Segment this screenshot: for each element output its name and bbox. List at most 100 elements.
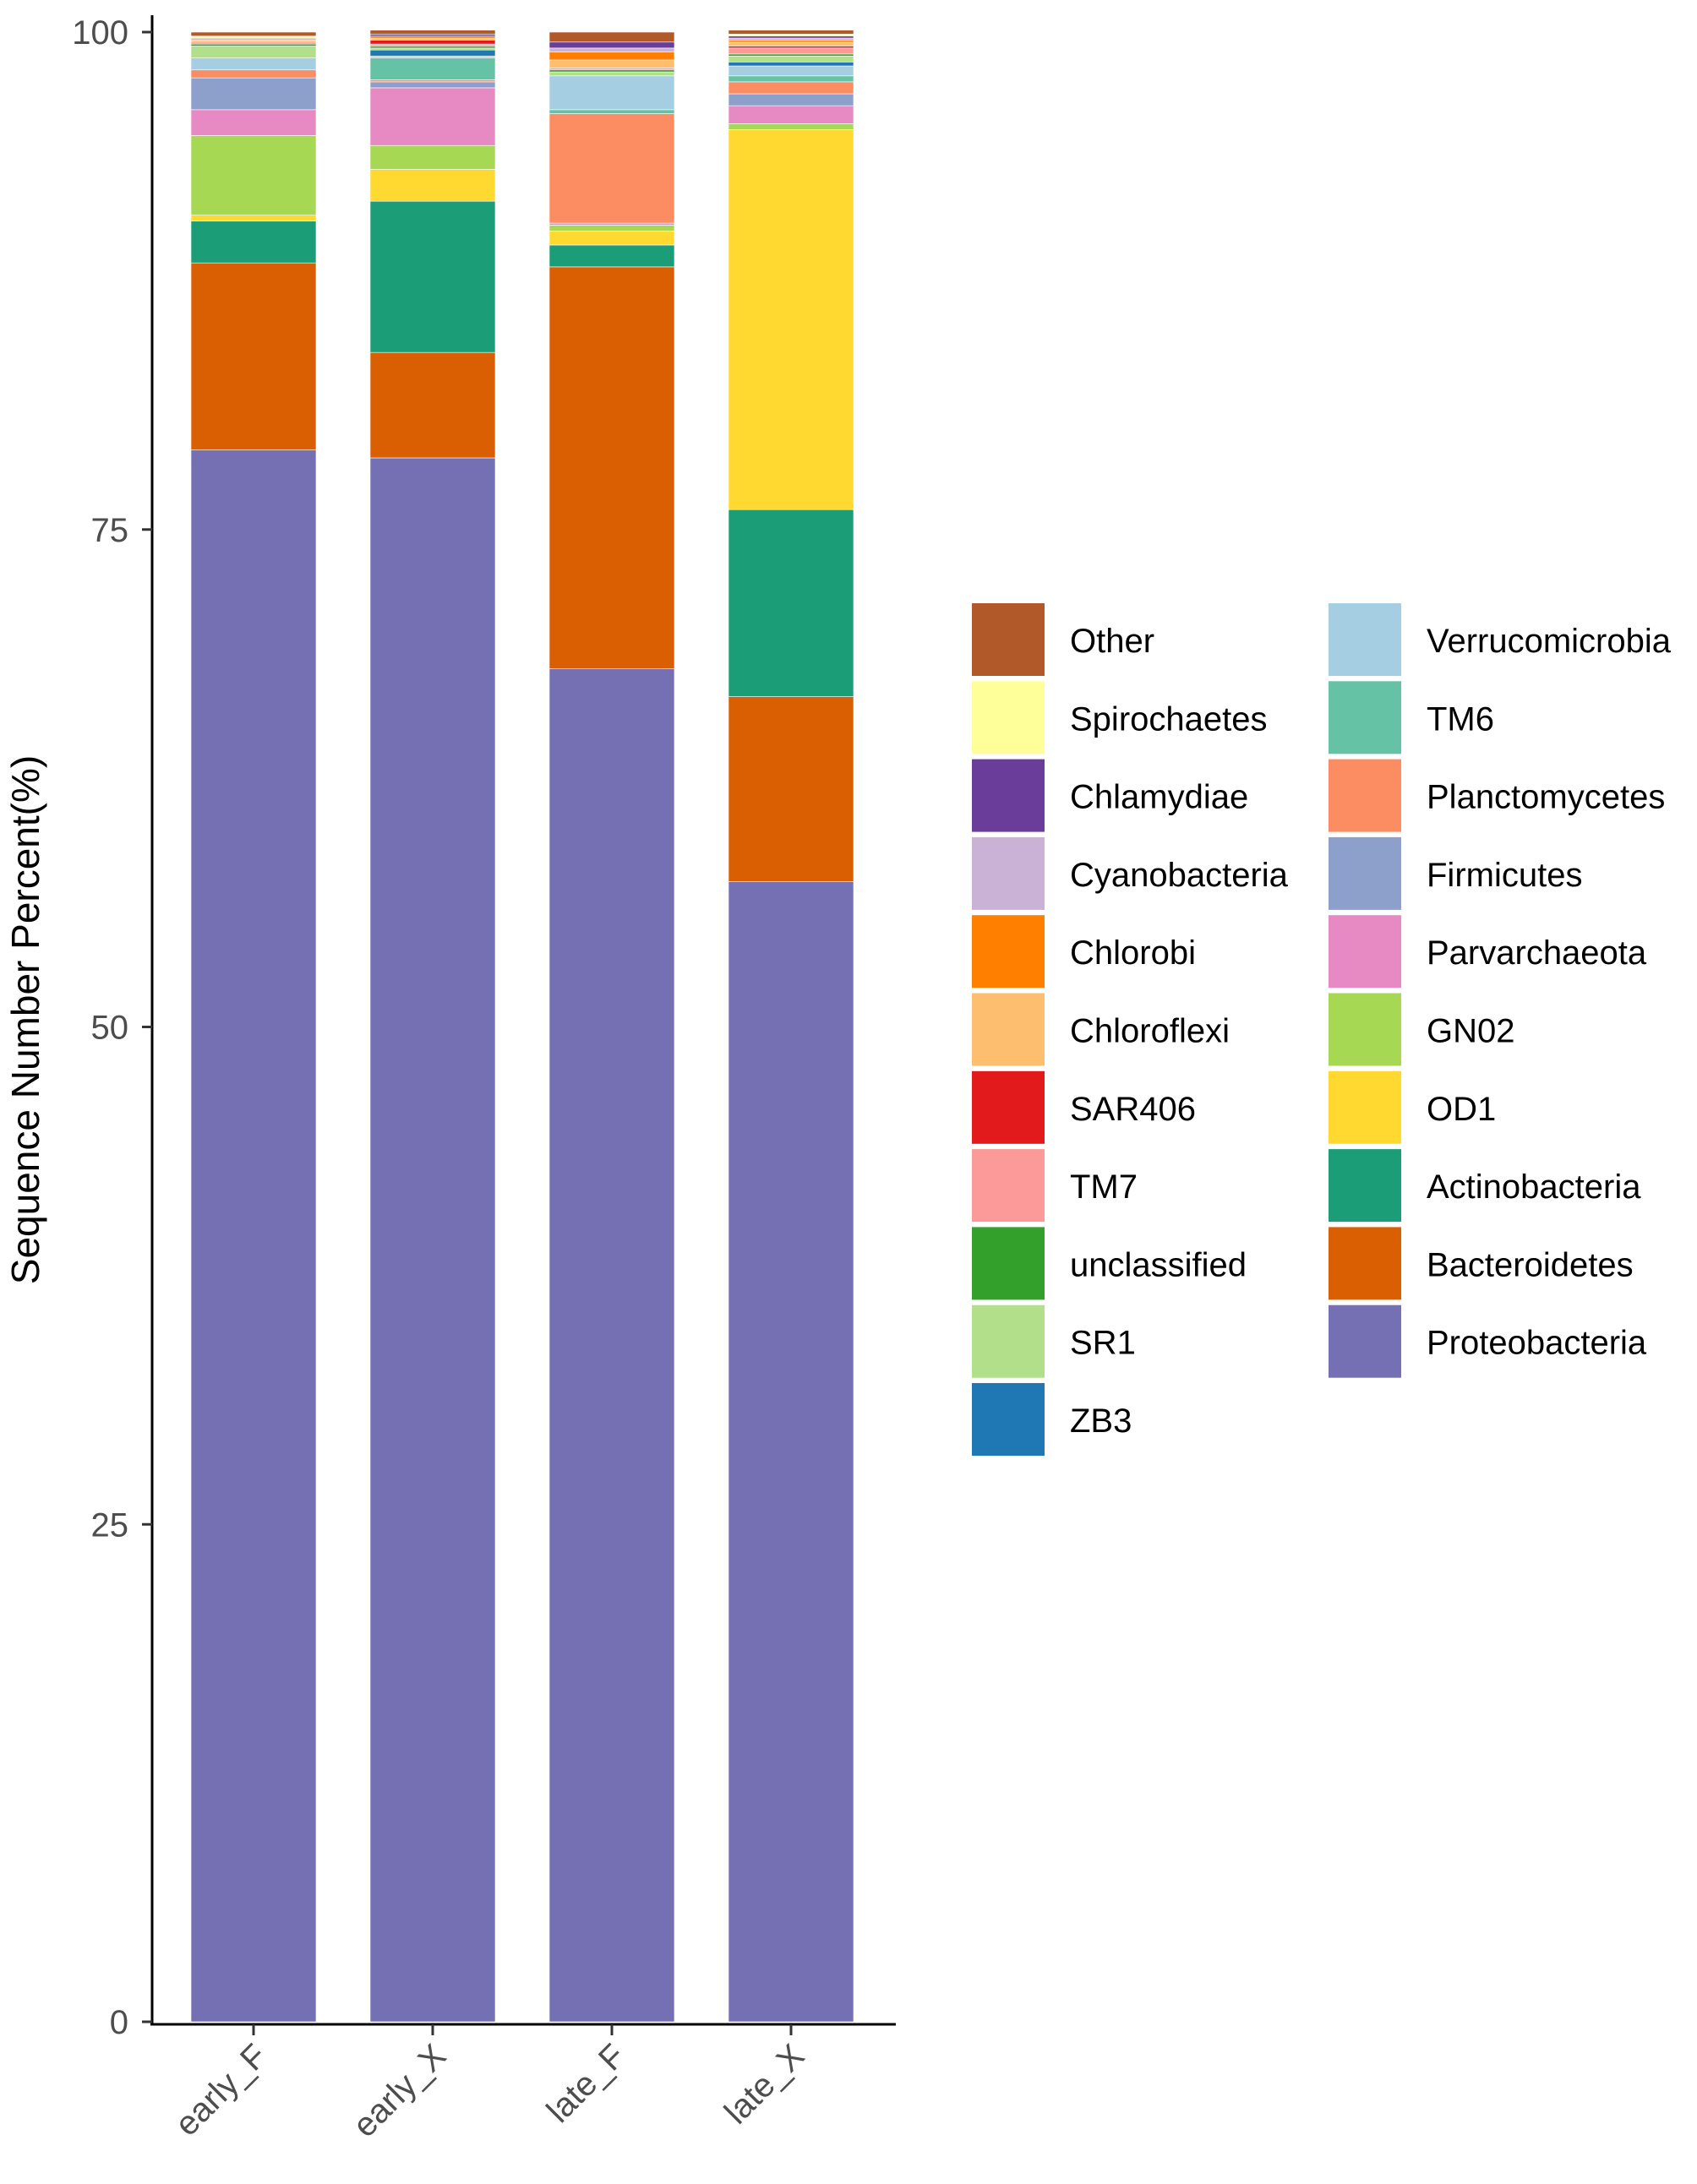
legend-key-planctomycetes	[1329, 759, 1401, 832]
bar-segment-early-f-actinobacteria	[190, 221, 317, 264]
legend-label-chlamydiae: Chlamydiae	[1070, 779, 1248, 816]
legend-label-spirochaetes: Spirochaetes	[1070, 700, 1267, 738]
bar-segment-late-x-unclassified	[728, 53, 854, 57]
bar-segment-late-x-cyanobacteria	[728, 37, 854, 41]
legend-label-unclassified: unclassified	[1070, 1246, 1247, 1283]
bars-layer	[190, 30, 854, 2023]
legend-label-chlorobi: Chlorobi	[1070, 934, 1196, 972]
bar-segment-late-x-tm6	[728, 75, 854, 83]
legend-key-parvarchaeota	[1329, 915, 1401, 989]
bar-segment-late-x-actinobacteria	[728, 509, 854, 697]
bar-segment-late-x-chloroflexi	[728, 41, 854, 46]
legend-label-chloroflexi: Chloroflexi	[1070, 1013, 1230, 1050]
bar-segment-late-x-sr1	[728, 55, 854, 63]
legend-key-od1	[1329, 1070, 1401, 1144]
legend-label-tm7: TM7	[1070, 1168, 1138, 1206]
bar-segment-early-x-planctomycetes	[369, 79, 496, 83]
bar-segment-late-f-planctomycetes	[548, 113, 675, 224]
axes-layer	[150, 15, 896, 2026]
bar-segment-late-f-bacteroidetes	[548, 266, 675, 669]
legend-key-sr1	[972, 1304, 1045, 1378]
bar-segment-early-x-sar406	[369, 40, 496, 45]
legend-label-parvarchaeota: Parvarchaeota	[1427, 934, 1647, 972]
legend-key-proteobacteria	[1329, 1304, 1401, 1378]
y-tick-label: 100	[72, 14, 128, 52]
legend-key-chlorobi	[972, 915, 1045, 989]
bar-segment-late-f-tm6	[548, 109, 675, 114]
legend-label-sar406: SAR406	[1070, 1091, 1196, 1128]
legend-label-od1: OD1	[1427, 1091, 1496, 1128]
bar-segment-late-f-tm7	[548, 68, 675, 71]
bar-segment-late-f-gn02	[548, 225, 675, 231]
bar-segment-early-x-firmicutes	[369, 81, 496, 89]
bar-segment-late-x-proteobacteria	[728, 881, 854, 2023]
bar-segment-early-f-proteobacteria	[190, 449, 317, 2023]
bar-segment-late-f-cyanobacteria	[548, 47, 675, 52]
bar-segment-early-x-bacteroidetes	[369, 351, 496, 459]
y-tick-label: 0	[110, 2004, 128, 2041]
bar-segment-early-f-firmicutes	[190, 77, 317, 111]
legend-key-spirochaetes	[972, 681, 1045, 754]
bar-segment-early-f-planctomycetes	[190, 69, 317, 79]
bar-segment-early-f-verrucomicrobia	[190, 57, 317, 71]
x-tick-label: late_X	[718, 2037, 811, 2131]
y-tick-label: 75	[91, 512, 129, 549]
bar-segment-late-x-chlamydiae	[728, 35, 854, 39]
bar-segment-late-f-actinobacteria	[548, 244, 675, 268]
legend-key-chloroflexi	[972, 993, 1045, 1066]
legend-key-tm7	[972, 1149, 1045, 1223]
legend-key-actinobacteria	[1329, 1149, 1401, 1223]
bar-segment-early-f-parvarchaeota	[190, 109, 317, 136]
bar-segment-late-x-verrucomicrobia	[728, 65, 854, 77]
bar-segment-late-x-sar406	[728, 46, 854, 49]
legend-key-verrucomicrobia	[1329, 603, 1401, 676]
legend-label-planctomycetes: Planctomycetes	[1427, 779, 1665, 816]
legend-key-gn02	[1329, 993, 1401, 1066]
bar-segment-early-x-tm7	[369, 43, 496, 46]
bar-segment-early-x-od1	[369, 169, 496, 202]
bar-segment-late-f-sr1	[548, 71, 675, 77]
bar-segment-late-x-planctomycetes	[728, 81, 854, 95]
legend-key-zb3	[972, 1383, 1045, 1456]
legend-label-gn02: GN02	[1427, 1013, 1515, 1050]
bar-segment-early-x-verrucomicrobia	[369, 55, 496, 58]
legend-label-tm6: TM6	[1427, 700, 1494, 738]
bar-segment-early-x-parvarchaeota	[369, 87, 496, 146]
bar-segment-late-f-proteobacteria	[548, 668, 675, 2023]
bar-segment-early-x-zb3	[369, 49, 496, 57]
y-tick-label: 50	[91, 1010, 129, 1047]
legend-key-firmicutes	[1329, 836, 1401, 910]
bar-segment-late-f-chlorobi	[548, 52, 675, 61]
legend-label-proteobacteria: Proteobacteria	[1427, 1325, 1647, 1362]
x-ticks: early_F early_X late_F late_X	[168, 2024, 811, 2144]
bar-segment-early-x-other	[369, 30, 496, 35]
legend-label-sr1: SR1	[1070, 1325, 1136, 1362]
legend-key-sar406	[972, 1070, 1045, 1144]
bar-segment-early-x-chlamydiae	[369, 34, 496, 37]
bar-segment-early-f-sr1	[190, 46, 317, 58]
bar-segment-late-x-spirochaetes	[728, 34, 854, 37]
legend-label-verrucomicrobia: Verrucomicrobia	[1427, 623, 1672, 660]
x-tick-label: late_F	[540, 2037, 633, 2130]
bar-segment-late-x-firmicutes	[728, 93, 854, 106]
legend-label-cyanobacteria: Cyanobacteria	[1070, 857, 1289, 894]
legend-key-tm6	[1329, 681, 1401, 754]
legend-label-zb3: ZB3	[1070, 1402, 1132, 1440]
bar-segment-late-x-other	[728, 30, 854, 35]
bar-segment-early-f-bacteroidetes	[190, 262, 317, 450]
legend-key-cyanobacteria	[972, 836, 1045, 910]
bar-segment-late-f-unclassified	[548, 69, 675, 73]
bar-segment-late-x-gn02	[728, 123, 854, 130]
bar-segment-early-f-od1	[190, 215, 317, 222]
bar-segment-late-f-od1	[548, 231, 675, 246]
legend-key-other	[972, 603, 1045, 676]
bar-segment-late-x-zb3	[728, 62, 854, 67]
bar-segment-early-x-chlorobi	[369, 35, 496, 39]
bar-segment-early-f-chloroflexi	[190, 40, 317, 43]
bar-segment-early-x-unclassified	[369, 46, 496, 49]
bar-segment-early-f-gn02	[190, 135, 317, 215]
bar-segment-early-f-tm7	[190, 41, 317, 45]
legend-key-unclassified	[972, 1227, 1045, 1300]
bar-segment-late-f-chlamydiae	[548, 41, 675, 49]
bar-segment-late-f-parvarchaeota	[548, 222, 675, 226]
